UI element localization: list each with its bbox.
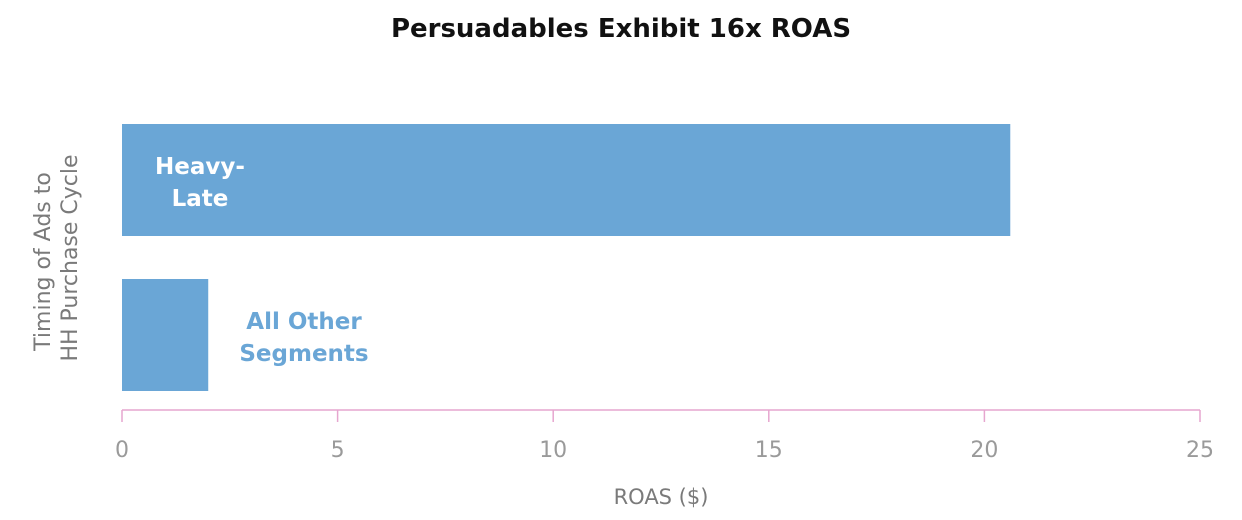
x-axis: 0 5 10 15 20 25 — [115, 409, 1214, 463]
y-axis-label-line-2: HH Purchase Cycle — [58, 154, 83, 361]
bar-2 — [122, 279, 209, 391]
bar-label-1: Heavy- Late — [155, 154, 245, 212]
y-axis-label: Timing of Ads to HH Purchase Cycle — [31, 154, 83, 361]
bar-label-2: All Other Segments — [239, 309, 368, 367]
chart-title: Persuadables Exhibit 16x ROAS — [391, 14, 851, 44]
bar-label-2-line-2: Segments — [239, 341, 368, 367]
bar-label-1-line-2: Late — [172, 186, 229, 212]
bar-label-2-line-1: All Other — [246, 309, 362, 335]
x-tick-label-15: 15 — [755, 438, 783, 463]
x-tick-label-5: 5 — [331, 438, 345, 463]
x-axis-label: ROAS ($) — [614, 485, 709, 509]
y-axis-label-line-1: Timing of Ads to — [31, 172, 56, 352]
x-ticks: 0 5 10 15 20 25 — [115, 410, 1214, 463]
bars-group: Heavy- Late All Other Segments — [122, 124, 1011, 391]
x-tick-label-20: 20 — [970, 438, 998, 463]
bar-1 — [122, 124, 1011, 236]
x-tick-label-25: 25 — [1186, 438, 1214, 463]
x-tick-label-10: 10 — [539, 438, 567, 463]
x-tick-label-0: 0 — [115, 438, 129, 463]
bar-label-1-line-1: Heavy- — [155, 154, 245, 180]
